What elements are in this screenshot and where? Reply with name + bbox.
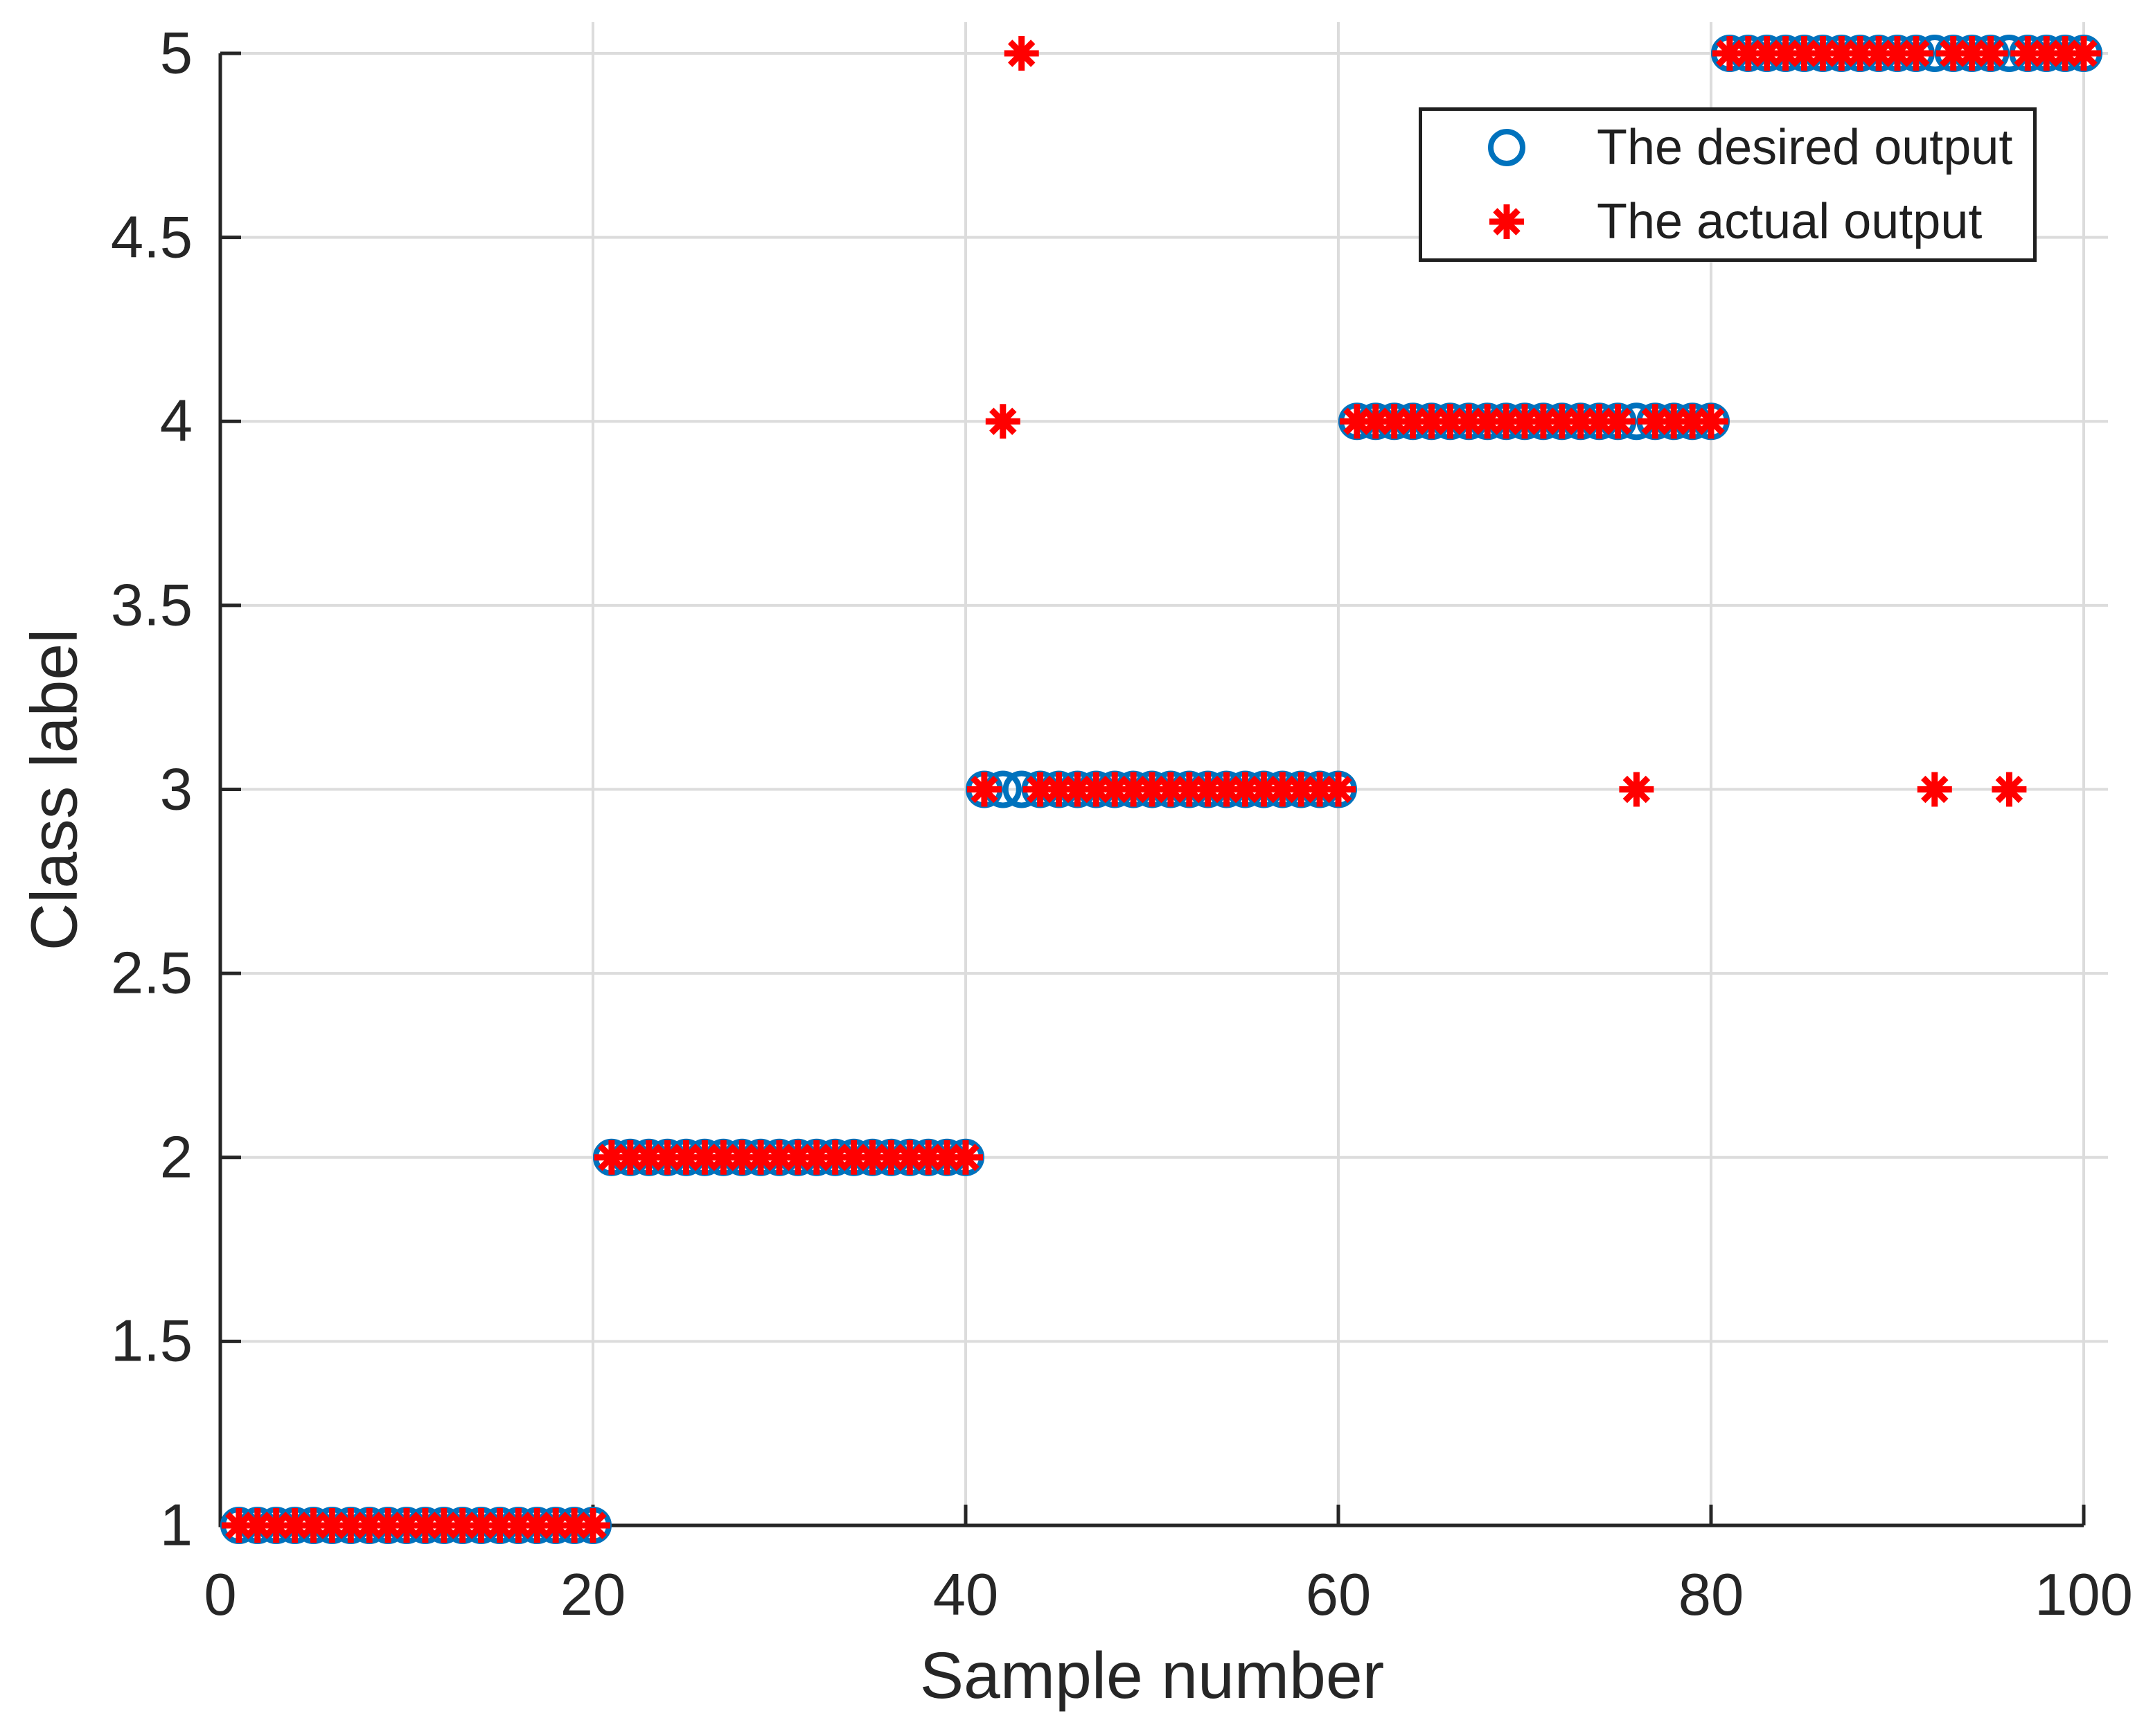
y-tick-label: 1.5 — [110, 1308, 193, 1374]
asterisk-stroke — [1324, 775, 1352, 804]
y-tick-label: 5 — [159, 20, 193, 87]
x-tick-label: 0 — [204, 1562, 237, 1628]
y-tick-label: 1 — [159, 1492, 193, 1559]
actual-output-point — [1004, 36, 1039, 71]
asterisk-marker-icon — [1489, 204, 1524, 239]
asterisk-stroke — [2070, 39, 2098, 67]
asterisk-stroke — [1921, 775, 1949, 804]
actual-output-point — [1619, 772, 1654, 807]
y-tick-label: 3 — [159, 756, 193, 822]
asterisk-stroke — [1007, 39, 1036, 67]
actual-output-point — [985, 404, 1020, 439]
y-tick-label: 3.5 — [110, 572, 193, 639]
actual-output-point — [2066, 36, 2101, 71]
legend-label-actual-output: The actual output — [1597, 193, 1983, 249]
actual-output-point — [1321, 772, 1356, 807]
asterisk-stroke — [1697, 407, 1725, 435]
asterisk-stroke — [1995, 775, 2023, 804]
asterisk-stroke — [1902, 39, 1930, 67]
x-tick-label: 60 — [1305, 1562, 1372, 1628]
asterisk-stroke — [952, 1144, 980, 1171]
asterisk-stroke — [579, 1512, 607, 1539]
actual-output-point — [1917, 772, 1952, 807]
x-tick-label: 40 — [932, 1562, 999, 1628]
legend-label-desired-output: The desired output — [1597, 120, 2013, 176]
asterisk-stroke — [1976, 39, 2005, 67]
x-tick-label: 100 — [2035, 1562, 2133, 1628]
actual-output-point — [1600, 404, 1636, 439]
x-axis-label: Sample number — [919, 1639, 1385, 1712]
y-tick-label: 4.5 — [110, 204, 193, 271]
circle-marker-icon — [1488, 129, 1525, 167]
asterisk-stroke — [989, 407, 1017, 435]
legend-entry-desired-output: The desired output — [1422, 111, 2033, 185]
actual-output-point — [948, 1140, 983, 1175]
y-tick-label: 4 — [159, 388, 193, 454]
y-tick-label: 2.5 — [110, 940, 193, 1007]
series-actual-output — [221, 36, 2101, 1543]
actual-output-point — [1898, 36, 1933, 71]
legend: The desired output The actual output — [1419, 107, 2037, 262]
y-tick-label: 2 — [159, 1124, 193, 1191]
asterisk-stroke — [1622, 775, 1651, 804]
legend-entry-actual-output: The actual output — [1422, 185, 2033, 259]
actual-output-point — [1694, 404, 1728, 439]
y-axis-label: Class label — [17, 628, 91, 951]
x-tick-label: 80 — [1678, 1562, 1744, 1628]
x-tick-label: 20 — [560, 1562, 626, 1628]
actual-output-point — [1992, 772, 2027, 807]
asterisk-stroke — [971, 775, 998, 804]
asterisk-stroke — [1604, 407, 1632, 435]
actual-output-point — [1973, 36, 2008, 71]
asterisk-stroke — [1493, 208, 1521, 236]
actual-output-point — [1489, 204, 1524, 239]
actual-output-point — [576, 1508, 610, 1543]
desired-output-point — [1488, 129, 1525, 167]
actual-output-point — [966, 772, 1002, 807]
